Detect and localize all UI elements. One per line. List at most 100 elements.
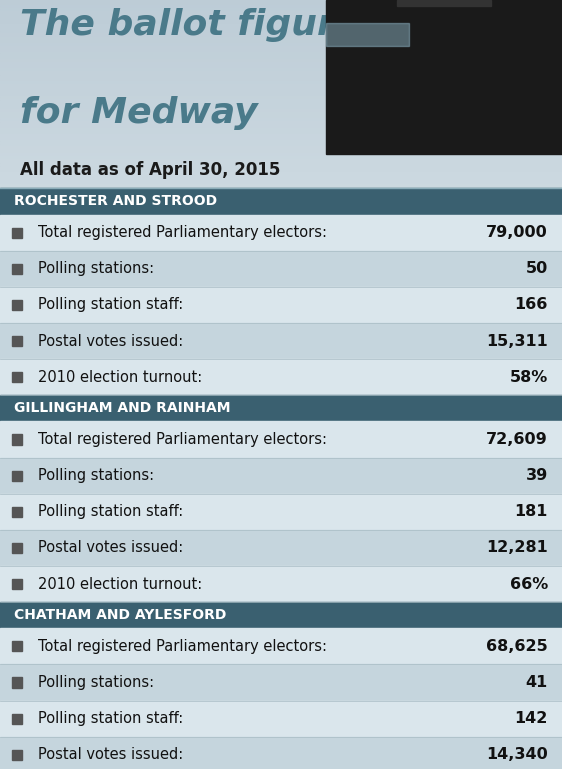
Bar (0, 15, 562, 18)
Text: 181: 181 (515, 504, 548, 519)
Bar (0, 18, 562, 22)
Bar (0, 147, 562, 151)
Bar (0, 5, 562, 9)
Bar (0, 43, 562, 47)
Text: 39: 39 (525, 468, 548, 483)
Text: 79,000: 79,000 (486, 225, 548, 240)
Bar (0, 115, 562, 119)
Bar (12, 471, 22, 481)
Bar (0, 144, 562, 148)
Bar (0, 162, 562, 166)
Bar (0, 188, 562, 215)
Text: 66%: 66% (510, 577, 548, 591)
Bar (0, 421, 562, 458)
Bar (0, 150, 562, 154)
Bar (0, 75, 562, 78)
Text: CHATHAM AND AYLESFORD: CHATHAM AND AYLESFORD (14, 608, 226, 622)
Text: 50: 50 (525, 261, 548, 276)
Bar (0, 359, 562, 395)
Text: 2010 election turnout:: 2010 election turnout: (38, 370, 202, 384)
Bar (12, 543, 22, 553)
Bar (0, 0, 562, 3)
Bar (0, 97, 562, 101)
Text: 41: 41 (525, 675, 548, 690)
Bar (0, 156, 562, 160)
Bar (0, 188, 562, 769)
Text: 68,625: 68,625 (486, 639, 548, 654)
Text: GILLINGHAM AND RAINHAM: GILLINGHAM AND RAINHAM (14, 401, 230, 415)
Bar (0, 494, 562, 530)
Bar (0, 55, 562, 60)
Bar (0, 12, 562, 15)
Text: for Medway: for Medway (20, 96, 257, 130)
Bar (0, 251, 562, 287)
Bar (0, 737, 562, 769)
Bar (12, 228, 22, 238)
Bar (0, 566, 562, 602)
Text: 14,340: 14,340 (486, 747, 548, 762)
Bar (0, 31, 562, 35)
Bar (0, 395, 562, 421)
Bar (0, 40, 562, 44)
Bar (12, 336, 22, 346)
Bar (0, 172, 562, 176)
Bar (0, 215, 562, 251)
Bar (12, 372, 22, 382)
Text: 142: 142 (515, 711, 548, 726)
Bar (0, 141, 562, 145)
Bar (0, 72, 562, 75)
Bar (326, 23, 409, 46)
Bar (0, 28, 562, 32)
Bar (0, 159, 562, 163)
Text: Postal votes issued:: Postal votes issued: (38, 541, 183, 555)
Bar (0, 109, 562, 113)
Bar (0, 103, 562, 107)
Bar (12, 300, 22, 310)
Bar (0, 323, 562, 359)
Bar (0, 131, 562, 135)
Bar (12, 714, 22, 724)
Text: Total registered Parliamentary electors:: Total registered Parliamentary electors: (38, 432, 327, 447)
Text: Polling station staff:: Polling station staff: (38, 711, 183, 726)
Bar (0, 100, 562, 104)
Bar (0, 181, 562, 185)
Bar (12, 750, 22, 760)
Bar (0, 106, 562, 110)
Text: 12,281: 12,281 (486, 541, 548, 555)
Text: Polling stations:: Polling stations: (38, 468, 155, 483)
Bar (0, 37, 562, 41)
Bar (0, 59, 562, 63)
Text: Total registered Parliamentary electors:: Total registered Parliamentary electors: (38, 225, 327, 240)
Bar (0, 287, 562, 323)
Bar (12, 264, 22, 274)
Text: All data as of April 30, 2015: All data as of April 30, 2015 (20, 161, 280, 179)
Bar (12, 677, 22, 687)
Bar (0, 93, 562, 98)
Bar (0, 138, 562, 141)
Bar (397, 0, 491, 6)
Bar (0, 118, 562, 122)
Bar (0, 81, 562, 85)
Text: 58%: 58% (510, 370, 548, 384)
Text: Polling stations:: Polling stations: (38, 675, 155, 690)
Bar (326, 0, 562, 154)
Bar (0, 34, 562, 38)
Bar (0, 169, 562, 173)
Bar (0, 153, 562, 157)
Bar (0, 175, 562, 179)
Text: Polling station staff:: Polling station staff: (38, 298, 183, 312)
Text: 72,609: 72,609 (486, 432, 548, 447)
Bar (0, 90, 562, 94)
Text: ROCHESTER AND STROOD: ROCHESTER AND STROOD (14, 195, 217, 208)
Bar (0, 530, 562, 566)
Text: 166: 166 (515, 298, 548, 312)
Bar (0, 135, 562, 138)
Bar (0, 22, 562, 25)
Bar (12, 641, 22, 651)
Bar (0, 78, 562, 82)
Text: The ballot figures: The ballot figures (20, 8, 380, 42)
Bar (0, 84, 562, 88)
Bar (0, 628, 562, 664)
Bar (0, 664, 562, 701)
Bar (0, 178, 562, 182)
